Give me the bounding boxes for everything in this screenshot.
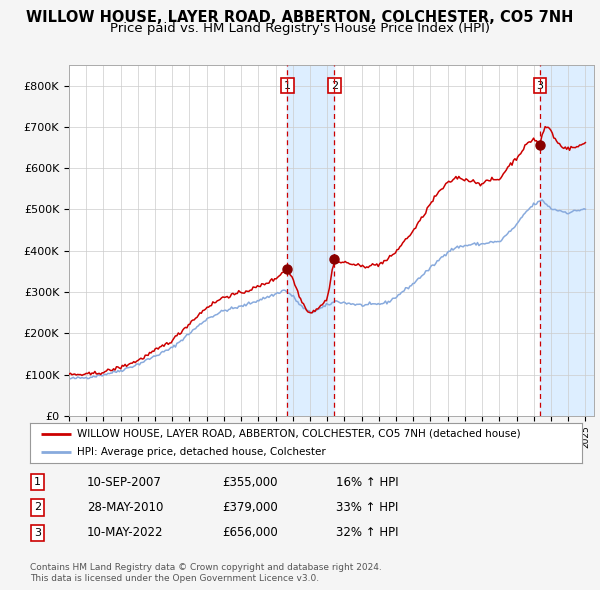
Text: Price paid vs. HM Land Registry's House Price Index (HPI): Price paid vs. HM Land Registry's House … [110, 22, 490, 35]
Text: £656,000: £656,000 [222, 526, 278, 539]
Text: £379,000: £379,000 [222, 501, 278, 514]
Text: 3: 3 [34, 528, 41, 537]
Text: 10-SEP-2007: 10-SEP-2007 [87, 476, 162, 489]
Bar [540, 65, 594, 416]
Text: 32% ↑ HPI: 32% ↑ HPI [336, 526, 398, 539]
Text: 33% ↑ HPI: 33% ↑ HPI [336, 501, 398, 514]
Text: This data is licensed under the Open Government Licence v3.0.: This data is licensed under the Open Gov… [30, 573, 319, 583]
Text: WILLOW HOUSE, LAYER ROAD, ABBERTON, COLCHESTER, CO5 7NH: WILLOW HOUSE, LAYER ROAD, ABBERTON, COLC… [26, 10, 574, 25]
Text: 10-MAY-2022: 10-MAY-2022 [87, 526, 163, 539]
Text: 16% ↑ HPI: 16% ↑ HPI [336, 476, 398, 489]
Text: HPI: Average price, detached house, Colchester: HPI: Average price, detached house, Colc… [77, 447, 326, 457]
Text: 2: 2 [331, 81, 338, 90]
Text: 3: 3 [536, 81, 544, 90]
Text: 1: 1 [284, 81, 291, 90]
Bar [287, 65, 334, 416]
Text: 2: 2 [34, 503, 41, 512]
Text: 28-MAY-2010: 28-MAY-2010 [87, 501, 163, 514]
Text: 1: 1 [34, 477, 41, 487]
Text: WILLOW HOUSE, LAYER ROAD, ABBERTON, COLCHESTER, CO5 7NH (detached house): WILLOW HOUSE, LAYER ROAD, ABBERTON, COLC… [77, 429, 521, 439]
Text: Contains HM Land Registry data © Crown copyright and database right 2024.: Contains HM Land Registry data © Crown c… [30, 563, 382, 572]
Text: £355,000: £355,000 [222, 476, 277, 489]
